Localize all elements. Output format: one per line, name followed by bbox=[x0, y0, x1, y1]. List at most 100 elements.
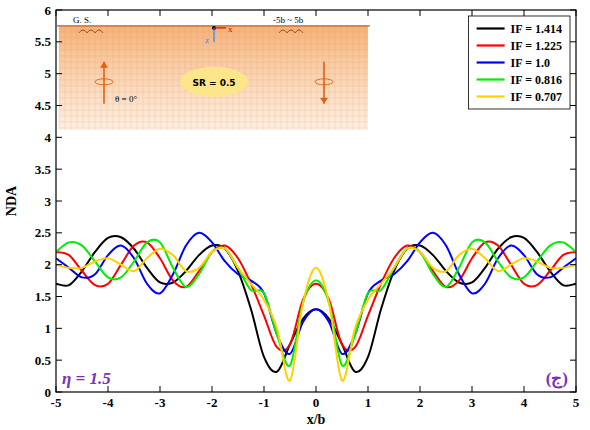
y-tick bbox=[570, 296, 576, 297]
panel-parameter: η = 1.5 bbox=[62, 369, 111, 388]
inset-hatch bbox=[107, 26, 108, 130]
y-tick-label: 6 bbox=[45, 3, 52, 18]
x-tick-label: 1 bbox=[365, 395, 372, 410]
inset-hatch bbox=[137, 26, 138, 130]
y-tick bbox=[570, 73, 576, 74]
inset-hatch bbox=[59, 121, 368, 122]
inset-hatch bbox=[341, 26, 342, 130]
inset-hatch bbox=[59, 127, 368, 128]
y-tick bbox=[570, 392, 576, 393]
inset-hatch bbox=[359, 26, 360, 130]
y-tick bbox=[570, 328, 576, 329]
y-tick bbox=[570, 137, 576, 138]
legend-swatch bbox=[477, 61, 505, 63]
x-tick bbox=[576, 10, 577, 16]
z-arrow bbox=[213, 28, 214, 42]
inset-hatch bbox=[77, 26, 78, 130]
inset-hatch bbox=[101, 26, 102, 130]
inset-hatch bbox=[299, 26, 300, 130]
x-tick bbox=[56, 386, 57, 392]
x-tick bbox=[420, 10, 421, 16]
x-tick bbox=[264, 386, 265, 392]
x-tick-label: 3 bbox=[469, 395, 476, 410]
y-tick bbox=[56, 169, 62, 170]
y-tick bbox=[570, 232, 576, 233]
y-tick-label: 1 bbox=[45, 321, 52, 336]
x-tick-label: -3 bbox=[155, 395, 166, 410]
y-tick bbox=[56, 328, 62, 329]
inset-hatch bbox=[149, 26, 150, 130]
x-tick bbox=[212, 386, 213, 392]
panel-letter: (ج) bbox=[546, 369, 568, 389]
x-arrow bbox=[214, 27, 226, 28]
inset-hatch bbox=[125, 26, 126, 130]
y-tick bbox=[56, 105, 62, 106]
inset-hatch bbox=[59, 115, 368, 116]
x-tick bbox=[420, 386, 421, 392]
wave-ring bbox=[95, 79, 113, 85]
ticks: -5-4-3-2-101234500.511.522.533.544.555.5… bbox=[35, 3, 580, 411]
y-tick bbox=[570, 264, 576, 265]
x-tick-label: -1 bbox=[259, 395, 270, 410]
inset-label: θ = 0° bbox=[115, 94, 137, 104]
series-line bbox=[56, 240, 576, 366]
y-tick-label: 0 bbox=[45, 385, 52, 400]
x-tick bbox=[576, 386, 577, 392]
inset-hatch bbox=[59, 55, 368, 56]
series-line bbox=[56, 248, 576, 381]
wave-arrow bbox=[103, 62, 105, 104]
inset-hatch bbox=[353, 26, 354, 130]
series-line bbox=[56, 236, 576, 372]
inset-hatch bbox=[305, 26, 306, 130]
y-tick bbox=[570, 201, 576, 202]
y-tick-label: 4.5 bbox=[35, 98, 52, 113]
inset-hatch bbox=[287, 26, 288, 130]
legend: IF = 1.414IF = 1.225IF = 1.0IF = 0.816IF… bbox=[469, 16, 570, 109]
x-tick bbox=[212, 10, 213, 16]
inset: G. S.-5b ~ 5bxzSR = 0.5θ = 0° bbox=[57, 15, 370, 130]
inset-hatch bbox=[323, 26, 324, 130]
wave-symbol bbox=[79, 30, 103, 33]
x-tick-label: 4 bbox=[521, 395, 528, 410]
legend-swatch bbox=[477, 78, 505, 80]
y-tick bbox=[56, 41, 62, 42]
inset-hatch bbox=[293, 26, 294, 130]
background bbox=[0, 0, 590, 430]
y-tick bbox=[570, 10, 576, 11]
inset-hatch bbox=[59, 109, 368, 110]
x-tick-label: 0 bbox=[313, 395, 320, 410]
inset-hatch bbox=[131, 26, 132, 130]
inset-label: z bbox=[205, 35, 209, 45]
inset-hatch bbox=[167, 26, 168, 130]
inset-hatch bbox=[71, 26, 72, 130]
inset-hatch bbox=[59, 61, 368, 62]
y-tick bbox=[570, 105, 576, 106]
wave-arrowhead bbox=[100, 62, 108, 68]
y-tick bbox=[56, 296, 62, 297]
inset-hatch bbox=[89, 26, 90, 130]
legend-swatch bbox=[477, 44, 505, 46]
x-axis-title: x/b bbox=[307, 412, 326, 427]
inset-hatch bbox=[155, 26, 156, 130]
inset-ground bbox=[59, 26, 368, 130]
x-tick bbox=[316, 10, 317, 16]
wave-arrow bbox=[323, 62, 325, 104]
y-tick-label: 0.5 bbox=[35, 353, 52, 368]
inset-hatch bbox=[257, 26, 258, 130]
inset-label: -5b ~ 5b bbox=[273, 15, 304, 25]
y-tick-label: 3 bbox=[45, 194, 52, 209]
x-tick bbox=[524, 386, 525, 392]
y-tick-label: 4 bbox=[45, 130, 52, 145]
x-tick-label: -5 bbox=[51, 395, 62, 410]
legend-swatch bbox=[477, 95, 505, 97]
x-tick-label: 5 bbox=[573, 395, 580, 410]
inset-hatch bbox=[365, 26, 366, 130]
y-tick bbox=[570, 360, 576, 361]
inclusion bbox=[180, 67, 248, 97]
x-tick bbox=[316, 386, 317, 392]
inset-hatch bbox=[347, 26, 348, 130]
x-tick bbox=[368, 386, 369, 392]
inset-hatch bbox=[311, 26, 312, 130]
inset-hatch bbox=[317, 26, 318, 130]
y-tick-label: 1.5 bbox=[35, 289, 52, 304]
